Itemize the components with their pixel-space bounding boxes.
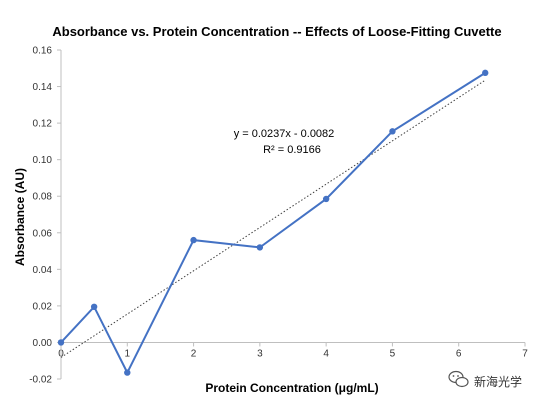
y-axis-ticks: -0.02 0.00 0.02 0.04 0.06 0.08 0.10 0.12 0.14 0.1…	[29, 46, 61, 386]
data-point	[482, 69, 489, 77]
series-points	[57, 69, 489, 376]
y-tick-label: 0.10	[33, 155, 53, 166]
y-tick-label: 0.14	[33, 82, 53, 93]
data-point	[124, 369, 131, 376]
x-tick-label: 5	[390, 348, 396, 359]
data-point	[57, 339, 65, 346]
data-point	[190, 236, 197, 244]
y-tick-label: 0.00	[33, 338, 53, 349]
y-tick-label: -0.02	[29, 375, 52, 386]
series-line	[60, 72, 486, 375]
x-tick-label: 3	[257, 348, 263, 359]
watermark-text: 新海光学	[474, 374, 522, 389]
x-tick-label: 7	[522, 348, 528, 359]
x-tick-label: 4	[323, 348, 329, 359]
wechat-icon	[448, 370, 469, 388]
x-tick-label: 2	[191, 348, 197, 359]
x-tick-label: 1	[125, 348, 131, 359]
y-tick-label: 0.04	[33, 265, 53, 276]
data-point	[322, 195, 330, 203]
r-squared-label: R² = 0.9166	[263, 144, 321, 156]
x-tick-label: 6	[456, 348, 462, 359]
data-point	[90, 303, 98, 311]
x-axis-ticks: 01234567	[58, 342, 528, 359]
y-tick-label: 0.06	[33, 228, 53, 239]
y-tick-label: 0.02	[33, 301, 53, 312]
y-tick-label: 0.12	[33, 119, 53, 130]
data-point	[389, 128, 396, 135]
x-axis-label: Protein Concentration (μg/mL)	[205, 381, 378, 395]
trendline	[60, 79, 486, 358]
watermark: 新海光学	[448, 370, 522, 389]
chart-title: Absorbance vs. Protein Concentration -- …	[52, 24, 501, 39]
y-tick-label: 0.08	[33, 192, 53, 203]
y-tick-label: 0.16	[33, 46, 53, 57]
data-point	[256, 244, 264, 251]
trendline-equation: y = 0.0237x - 0.0082	[234, 128, 335, 140]
y-axis-label: Absorbance (AU)	[13, 168, 27, 266]
